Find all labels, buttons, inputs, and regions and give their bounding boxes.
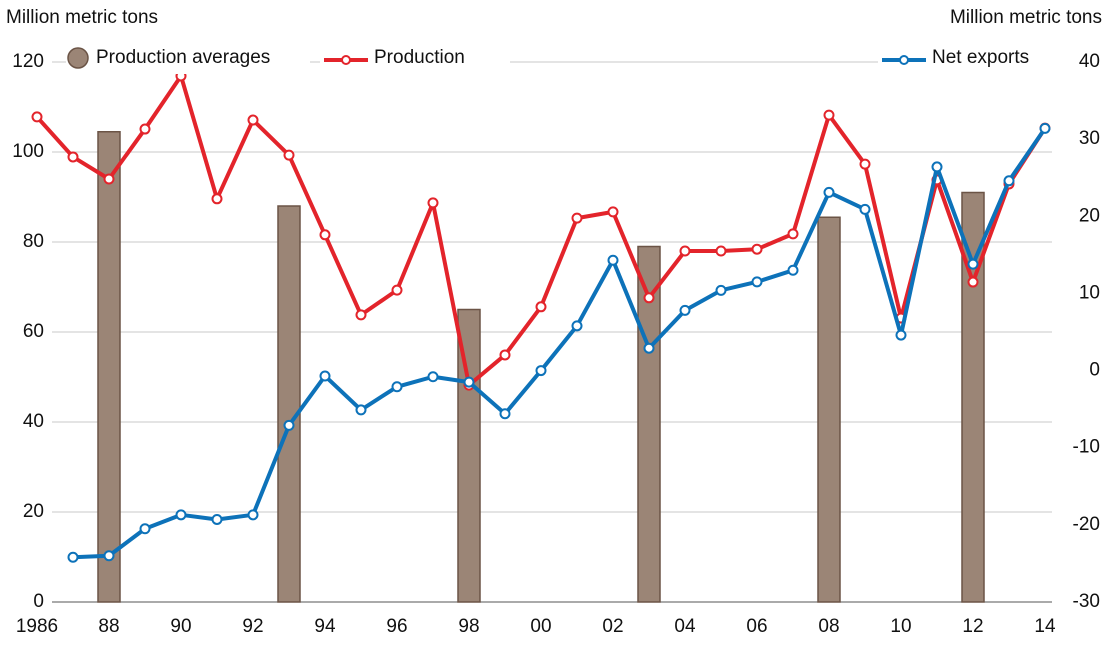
- y2-tick-label: 0: [1089, 360, 1100, 381]
- point: [751, 243, 763, 255]
- point: [67, 151, 79, 163]
- point: [823, 109, 835, 121]
- point: [571, 320, 583, 332]
- legend-swatch: [67, 47, 89, 69]
- point: [787, 264, 799, 276]
- point: [823, 186, 835, 198]
- x-tick-label: 00: [530, 616, 551, 637]
- point: [31, 111, 43, 123]
- legend-label: Production: [374, 47, 465, 68]
- bar: [817, 216, 841, 603]
- point: [607, 206, 619, 218]
- line: [72, 127, 1047, 560]
- point: [355, 309, 367, 321]
- point: [535, 365, 547, 377]
- line: [35, 73, 1047, 388]
- y2-tick-label: 40: [1079, 51, 1100, 72]
- point: [715, 245, 727, 257]
- point: [139, 523, 151, 535]
- y-axis-label: Million metric tons: [6, 7, 158, 28]
- point: [139, 123, 151, 135]
- point: [319, 370, 331, 382]
- point: [211, 513, 223, 525]
- point: [859, 158, 871, 170]
- point: [355, 404, 367, 416]
- point: [247, 114, 259, 126]
- x-tick-label: 10: [890, 616, 911, 637]
- point: [715, 284, 727, 296]
- point: [463, 376, 475, 388]
- legend-background: [66, 44, 310, 74]
- y2-axis-label: Million metric tons: [950, 7, 1102, 28]
- point: [391, 284, 403, 296]
- bar: [97, 131, 121, 603]
- point: [283, 419, 295, 431]
- point: [679, 245, 691, 257]
- point: [895, 329, 907, 341]
- point: [967, 276, 979, 288]
- legend-swatch-point: [341, 55, 351, 65]
- y2-tick-label: -30: [1073, 591, 1100, 612]
- point: [643, 292, 655, 304]
- point: [391, 381, 403, 393]
- x-tick-label: 1986: [16, 616, 58, 637]
- point: [103, 550, 115, 562]
- legend-label: Net exports: [932, 47, 1029, 68]
- y-tick-label: 120: [12, 51, 44, 72]
- x-tick-label: 94: [314, 616, 336, 637]
- point: [499, 349, 511, 361]
- y-tick-label: 0: [33, 591, 44, 612]
- point: [859, 203, 871, 215]
- point: [751, 276, 763, 288]
- y2-tick-label: -10: [1073, 437, 1100, 458]
- legend-label: Production averages: [96, 47, 270, 68]
- x-tick-label: 92: [242, 616, 263, 637]
- point: [103, 173, 115, 185]
- bar: [961, 191, 985, 603]
- point: [427, 371, 439, 383]
- x-tick-label: 02: [602, 616, 623, 637]
- y-tick-label: 20: [23, 501, 44, 522]
- y2-tick-label: 30: [1079, 128, 1100, 149]
- y2-tick-label: -20: [1073, 514, 1100, 535]
- x-tick-label: 88: [98, 616, 119, 637]
- point: [931, 161, 943, 173]
- y2-tick-label: 20: [1079, 205, 1100, 226]
- point: [535, 301, 547, 313]
- y-tick-label: 60: [23, 321, 44, 342]
- point: [607, 254, 619, 266]
- point: [319, 229, 331, 241]
- point: [1039, 122, 1051, 134]
- x-tick-label: 08: [818, 616, 839, 637]
- point: [967, 258, 979, 270]
- point: [247, 509, 259, 521]
- x-tick-label: 98: [458, 616, 479, 637]
- point: [571, 212, 583, 224]
- point: [427, 197, 439, 209]
- legend-swatch-point: [899, 55, 909, 65]
- point: [1003, 175, 1015, 187]
- point: [67, 551, 79, 563]
- x-tick-label: 04: [674, 616, 696, 637]
- point: [643, 342, 655, 354]
- point: [283, 149, 295, 161]
- x-tick-label: 90: [170, 616, 191, 637]
- point: [679, 304, 691, 316]
- point: [211, 193, 223, 205]
- x-tick-label: 14: [1034, 616, 1056, 637]
- point: [787, 228, 799, 240]
- x-tick-label: 06: [746, 616, 767, 637]
- y2-tick-label: 10: [1079, 282, 1100, 303]
- bar: [277, 205, 301, 603]
- x-tick-label: 12: [962, 616, 983, 637]
- point: [175, 509, 187, 521]
- y-tick-label: 100: [12, 141, 44, 162]
- x-tick-label: 96: [386, 616, 407, 637]
- y-tick-label: 80: [23, 231, 44, 252]
- point: [499, 408, 511, 420]
- y-tick-label: 40: [23, 411, 44, 432]
